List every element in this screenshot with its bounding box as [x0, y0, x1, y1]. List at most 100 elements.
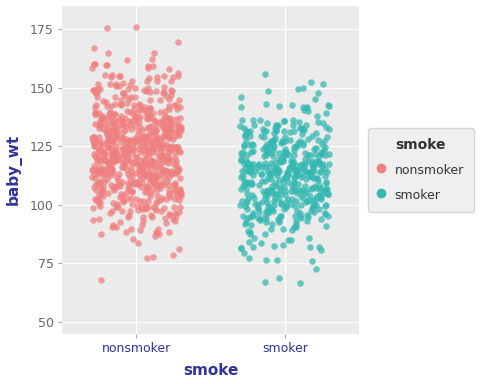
- Point: [275, 196, 283, 202]
- Point: [292, 161, 300, 167]
- Point: [99, 172, 107, 178]
- Point: [318, 141, 326, 147]
- Point: [174, 40, 182, 46]
- Point: [141, 171, 149, 177]
- Point: [127, 165, 134, 171]
- Point: [290, 144, 298, 150]
- Point: [293, 143, 300, 149]
- Point: [102, 128, 110, 134]
- Point: [159, 133, 167, 139]
- Point: [92, 111, 99, 117]
- Point: [172, 144, 180, 150]
- Point: [299, 140, 307, 146]
- Point: [136, 176, 144, 182]
- Point: [259, 146, 267, 152]
- Point: [308, 170, 315, 176]
- Point: [172, 213, 180, 219]
- Point: [272, 165, 279, 171]
- Point: [96, 199, 104, 205]
- Point: [283, 174, 290, 180]
- Point: [288, 101, 296, 108]
- Point: [251, 201, 259, 207]
- Point: [305, 197, 313, 203]
- Point: [91, 61, 98, 67]
- Point: [174, 129, 182, 136]
- Point: [98, 148, 106, 154]
- Point: [166, 228, 173, 235]
- Point: [324, 191, 331, 197]
- Point: [102, 151, 109, 157]
- Point: [111, 94, 119, 100]
- Point: [159, 153, 167, 159]
- Point: [157, 147, 165, 154]
- Point: [90, 134, 98, 141]
- Point: [275, 217, 283, 223]
- Point: [254, 201, 262, 207]
- Point: [322, 179, 330, 185]
- Point: [142, 147, 150, 154]
- Point: [300, 103, 307, 109]
- Point: [171, 156, 179, 162]
- Point: [139, 135, 147, 141]
- Point: [121, 127, 129, 134]
- Point: [109, 199, 117, 205]
- Point: [248, 213, 256, 219]
- Point: [122, 136, 130, 142]
- Point: [107, 165, 115, 171]
- Point: [141, 107, 149, 113]
- Point: [266, 204, 274, 210]
- Point: [144, 149, 152, 155]
- Point: [91, 137, 99, 144]
- Point: [108, 73, 115, 79]
- Point: [167, 122, 174, 129]
- Point: [162, 157, 169, 163]
- Point: [126, 82, 134, 88]
- Point: [120, 161, 128, 167]
- Point: [239, 149, 247, 156]
- Point: [250, 142, 257, 148]
- Point: [302, 122, 310, 128]
- Point: [119, 164, 127, 170]
- Point: [149, 143, 156, 149]
- Point: [322, 210, 329, 216]
- Point: [248, 164, 255, 170]
- Point: [111, 117, 119, 123]
- Point: [238, 168, 246, 174]
- Point: [103, 170, 110, 176]
- Point: [310, 202, 318, 209]
- Point: [166, 144, 174, 150]
- Point: [286, 129, 293, 136]
- Point: [138, 166, 146, 172]
- Point: [251, 235, 258, 241]
- Point: [100, 167, 108, 173]
- Point: [116, 183, 124, 189]
- Point: [108, 137, 115, 143]
- Point: [264, 210, 271, 217]
- Point: [173, 145, 181, 151]
- Point: [267, 187, 275, 193]
- Point: [274, 257, 281, 263]
- Point: [152, 200, 159, 206]
- Point: [130, 147, 138, 153]
- Point: [165, 103, 172, 109]
- Point: [240, 177, 248, 184]
- Point: [159, 119, 167, 126]
- Point: [92, 197, 100, 203]
- Point: [258, 171, 265, 177]
- Point: [131, 113, 139, 119]
- Point: [280, 175, 288, 181]
- Point: [163, 121, 170, 127]
- Point: [160, 89, 168, 95]
- Point: [112, 150, 120, 156]
- Point: [142, 140, 149, 146]
- Point: [92, 138, 99, 144]
- Point: [125, 145, 133, 151]
- Point: [95, 81, 102, 87]
- Point: [261, 191, 269, 197]
- Point: [91, 151, 98, 157]
- Point: [124, 144, 132, 150]
- Point: [254, 205, 262, 211]
- Point: [133, 161, 141, 167]
- Point: [311, 209, 318, 215]
- Point: [138, 222, 146, 228]
